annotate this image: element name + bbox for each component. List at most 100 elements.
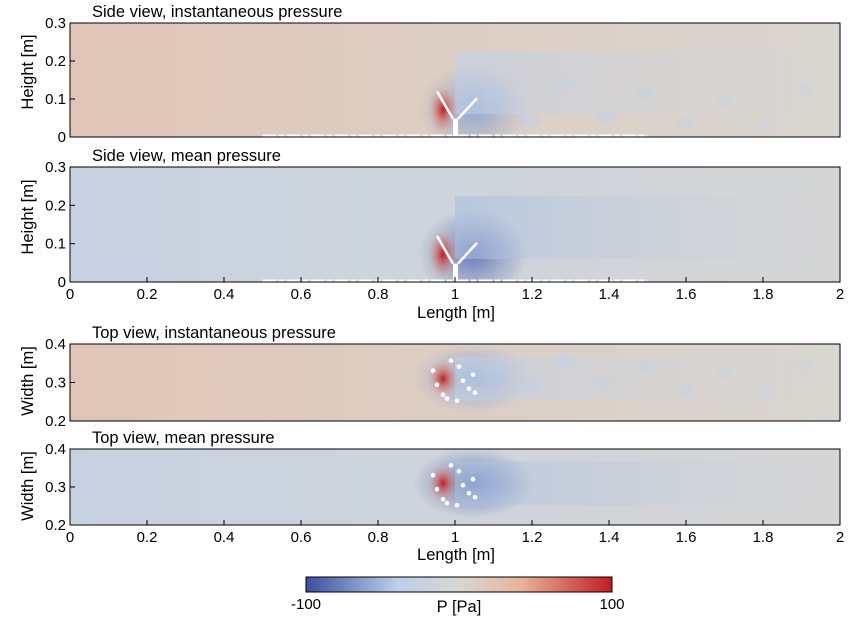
x-tick-label: 0.6 <box>291 529 312 546</box>
obstacle-stem <box>466 386 472 391</box>
x-tick-label: 0.2 <box>137 529 158 546</box>
x-tick-label: 1.2 <box>522 529 543 546</box>
obstacle-stem <box>430 368 436 373</box>
x-tick-label: 1.2 <box>522 286 543 303</box>
obstacle-stem <box>472 494 478 500</box>
y-tick-label: 0.2 <box>45 517 66 534</box>
panel-side-instantaneous: 0 0.1 0.2 0.3 <box>45 15 841 146</box>
obstacle-stem <box>444 396 450 401</box>
obstacle-stem <box>453 118 458 137</box>
x-tick-label: 0.4 <box>214 286 235 303</box>
x-tick-label: 0.6 <box>291 286 312 303</box>
wake-eddy <box>594 110 616 123</box>
panel-top-instantaneous: 0.2 0.3 0.4 <box>45 336 841 430</box>
colorbar-max-label: 100 <box>599 596 624 613</box>
x-tick-label: 0 <box>66 286 74 303</box>
panel-title-1: Side view, mean pressure <box>92 147 281 165</box>
wake-eddy <box>518 380 542 393</box>
y-tick-label: 0.3 <box>45 159 66 176</box>
wake-eddy <box>483 362 507 375</box>
wake-eddy <box>757 384 773 397</box>
obstacle-stem <box>470 476 476 482</box>
obstacle-stem <box>434 486 440 492</box>
x-axis-label-3: Length [m] <box>417 546 495 564</box>
colorbar-min-label: -100 <box>291 596 321 613</box>
y-tick-label: 0.1 <box>45 236 66 253</box>
y-tick-label: 0.4 <box>45 336 66 353</box>
obstacle-stem <box>454 502 460 508</box>
wake-eddy <box>554 354 576 367</box>
panel-title-2: Top view, instantaneous pressure <box>92 324 336 342</box>
x-tick-label: 1.6 <box>676 529 697 546</box>
wake-eddy <box>757 120 773 133</box>
wake-eddy <box>676 382 694 395</box>
colorbar: -100 100 P [Pa] <box>291 576 625 616</box>
wake-eddy <box>716 366 734 379</box>
obstacle-stem <box>454 398 460 403</box>
wake-eddy <box>797 358 813 371</box>
x-tick-label: 1.4 <box>599 286 620 303</box>
y-tick-label: 0.2 <box>45 413 66 430</box>
wake-eddy <box>676 117 694 130</box>
x-tick-label: 1.8 <box>753 286 774 303</box>
x-tick-label: 1.8 <box>753 529 774 546</box>
wake-eddy <box>797 84 813 97</box>
wake-streak <box>455 195 840 259</box>
panel-top-mean: 0.20.30.40 0.2 0.4 0.6 0.8 1 1.2 1.4 1.6 1.8 2 <box>45 441 844 546</box>
obstacle-stem <box>460 482 466 488</box>
obstacle-stem <box>453 263 458 282</box>
x-tick-label: 2 <box>836 529 844 546</box>
obstacle-stem <box>444 500 450 506</box>
wake-streak <box>455 51 840 115</box>
wake-eddy <box>518 114 542 127</box>
obstacle-stem <box>434 382 440 387</box>
y-axis-label-1: Height [m] <box>19 179 37 254</box>
x-tick-label: 0 <box>66 529 74 546</box>
obstacle-stem <box>460 378 466 383</box>
obstacle-branches <box>435 90 478 120</box>
y-axis-label-2: Width [m] <box>19 346 37 416</box>
obstacle-stem <box>448 462 454 468</box>
obstacle-stem <box>466 490 472 496</box>
x-tick-label: 0.2 <box>137 286 158 303</box>
x-tick-label: 1 <box>451 286 459 303</box>
panel-title-3: Top view, mean pressure <box>92 429 275 447</box>
panel-side-mean: 0 0.1 0.2 0.3 0 0.2 0.4 0.6 0.8 1 1.2 1.4 1.6 1.8 2 <box>45 159 844 303</box>
y-tick-label: 0 <box>58 274 66 291</box>
obstacle-stem <box>448 358 454 363</box>
obstacle-stem <box>440 496 446 502</box>
obstacle-stem <box>440 392 446 397</box>
obstacle-stem <box>456 468 462 474</box>
y-axis-label-0: Height [m] <box>19 34 37 109</box>
x-tick-label: 0.8 <box>368 286 389 303</box>
stagnation-zone <box>427 358 459 399</box>
y-tick-label: 0 <box>58 129 66 146</box>
y-tick-label: 0.4 <box>45 441 66 458</box>
obstacle-stem <box>472 390 478 395</box>
wake-eddy <box>635 360 655 373</box>
x-tick-label: 2 <box>836 286 844 303</box>
y-tick-label: 0.3 <box>45 375 66 392</box>
wake-eddy <box>716 95 734 108</box>
y-tick-label: 0.3 <box>45 15 66 32</box>
x-tick-label: 0.4 <box>214 529 235 546</box>
wake-eddy <box>483 89 507 102</box>
wake-eddy <box>554 78 576 91</box>
y-tick-label: 0.3 <box>45 479 66 496</box>
x-tick-label: 1.6 <box>676 286 697 303</box>
obstacle-branches <box>435 235 478 265</box>
y-tick-label: 0.1 <box>45 91 66 108</box>
stagnation-zone <box>427 228 459 281</box>
axes-frame <box>69 22 841 138</box>
stagnation-zone <box>427 463 459 504</box>
x-tick-label: 1.4 <box>599 529 620 546</box>
obstacle-stem <box>430 472 436 478</box>
obstacle-stem <box>456 364 462 369</box>
wake-eddy <box>635 86 655 99</box>
y-tick-label: 0.2 <box>45 197 66 214</box>
x-tick-label: 0.8 <box>368 529 389 546</box>
y-axis-label-3: Width [m] <box>19 451 37 521</box>
x-axis-label-1: Length [m] <box>417 304 495 322</box>
wake-streak <box>455 461 840 506</box>
